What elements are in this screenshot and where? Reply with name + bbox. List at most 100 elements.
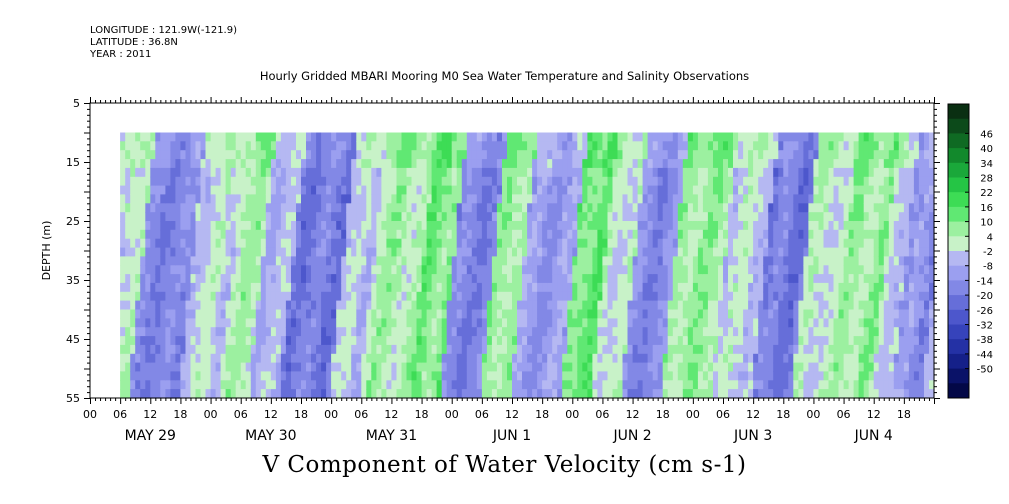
heatmap-cell bbox=[135, 150, 141, 160]
heatmap-cell bbox=[296, 389, 302, 399]
heatmap-cell bbox=[466, 274, 473, 284]
heatmap-cell bbox=[652, 344, 659, 355]
heatmap-cell bbox=[361, 150, 367, 160]
heatmap-cell bbox=[175, 327, 181, 337]
heatmap-cell bbox=[486, 336, 493, 346]
heatmap-cell bbox=[863, 318, 870, 328]
heatmap-cell bbox=[692, 327, 699, 337]
heatmap-cell bbox=[617, 159, 624, 169]
heatmap-cell bbox=[692, 353, 699, 364]
heatmap-cell bbox=[612, 132, 619, 142]
heatmap-cell bbox=[225, 389, 232, 399]
heatmap-cell bbox=[632, 309, 639, 319]
heatmap-cell bbox=[883, 159, 890, 169]
heatmap-cell bbox=[778, 185, 784, 195]
heatmap-cell bbox=[773, 256, 779, 266]
heatmap-cell bbox=[662, 229, 669, 240]
heatmap-cell bbox=[326, 256, 332, 266]
heatmap-cell bbox=[406, 344, 413, 355]
heatmap-cell bbox=[738, 362, 744, 372]
heatmap-cell bbox=[888, 371, 895, 381]
heatmap-cell bbox=[532, 380, 538, 390]
heatmap-cell bbox=[883, 185, 890, 195]
heatmap-cell bbox=[215, 167, 222, 178]
heatmap-cell bbox=[682, 256, 689, 266]
heatmap-cell bbox=[788, 344, 794, 355]
heatmap-cell bbox=[200, 247, 207, 257]
heatmap-cell bbox=[235, 229, 242, 240]
heatmap-cell bbox=[863, 274, 870, 284]
heatmap-cell bbox=[692, 212, 699, 222]
heatmap-cell bbox=[155, 141, 161, 151]
heatmap-cell bbox=[291, 203, 297, 213]
heatmap-cell bbox=[255, 291, 262, 302]
heatmap-cell bbox=[632, 203, 639, 213]
heatmap-cell bbox=[823, 141, 830, 151]
heatmap-cell bbox=[321, 291, 327, 302]
heatmap-cell bbox=[200, 318, 207, 328]
heatmap-cell bbox=[326, 380, 332, 390]
heatmap-cell bbox=[421, 265, 428, 275]
heatmap-cell bbox=[456, 176, 463, 187]
heatmap-cell bbox=[738, 221, 744, 231]
heatmap-cell bbox=[406, 318, 413, 328]
heatmap-cell bbox=[753, 380, 759, 390]
heatmap-cell bbox=[602, 389, 608, 399]
heatmap-cell bbox=[125, 229, 131, 240]
heatmap-cell bbox=[220, 380, 227, 390]
heatmap-cell bbox=[195, 327, 202, 337]
heatmap-cell bbox=[612, 150, 619, 160]
heatmap-cell bbox=[592, 389, 598, 399]
heatmap-cell bbox=[481, 265, 488, 275]
heatmap-cell bbox=[140, 274, 146, 284]
heatmap-cell bbox=[823, 274, 830, 284]
heatmap-cell bbox=[125, 141, 131, 151]
heatmap-cell bbox=[150, 150, 156, 160]
heatmap-cell bbox=[763, 327, 769, 337]
heatmap-cell bbox=[245, 344, 252, 355]
heatmap-cell bbox=[306, 132, 312, 142]
heatmap-cell bbox=[768, 176, 774, 187]
heatmap-cell bbox=[743, 327, 749, 337]
heatmap-cell bbox=[436, 247, 443, 257]
heatmap-cell bbox=[738, 371, 744, 381]
heatmap-cell bbox=[145, 362, 151, 372]
heatmap-cell bbox=[743, 336, 749, 346]
heatmap-cell bbox=[868, 176, 875, 187]
heatmap-cell bbox=[376, 229, 382, 240]
heatmap-cell bbox=[718, 229, 724, 240]
heatmap-cell bbox=[607, 141, 614, 151]
heatmap-cell bbox=[486, 389, 493, 399]
heatmap-cell bbox=[743, 238, 749, 249]
heatmap-cell bbox=[341, 336, 347, 346]
heatmap-cell bbox=[677, 238, 684, 249]
heatmap-cell bbox=[723, 282, 729, 293]
heatmap-cell bbox=[230, 238, 237, 249]
heatmap-cell bbox=[517, 150, 523, 160]
heatmap-cell bbox=[672, 380, 679, 390]
heatmap-cell bbox=[532, 344, 538, 355]
heatmap-cell bbox=[270, 229, 277, 240]
heatmap-cell bbox=[567, 203, 573, 213]
heatmap-cell bbox=[155, 132, 161, 142]
heatmap-cell bbox=[532, 265, 538, 275]
heatmap-cell bbox=[818, 229, 825, 240]
heatmap-cell bbox=[185, 212, 192, 222]
heatmap-cell bbox=[230, 247, 237, 257]
heatmap-cell bbox=[898, 167, 905, 178]
heatmap-cell bbox=[929, 212, 935, 222]
heatmap-cell bbox=[215, 238, 222, 249]
heatmap-cell bbox=[436, 309, 443, 319]
heatmap-cell bbox=[361, 274, 367, 284]
heatmap-cell bbox=[481, 185, 488, 195]
heatmap-cell bbox=[813, 185, 819, 195]
heatmap-cell bbox=[491, 238, 498, 249]
heatmap-cell bbox=[291, 194, 297, 204]
heatmap-cell bbox=[863, 353, 870, 364]
heatmap-cell bbox=[753, 132, 759, 142]
heatmap-cell bbox=[507, 265, 513, 275]
heatmap-cell bbox=[481, 309, 488, 319]
heatmap-cell bbox=[632, 336, 639, 346]
heatmap-cell bbox=[185, 344, 192, 355]
heatmap-cell bbox=[783, 291, 789, 302]
